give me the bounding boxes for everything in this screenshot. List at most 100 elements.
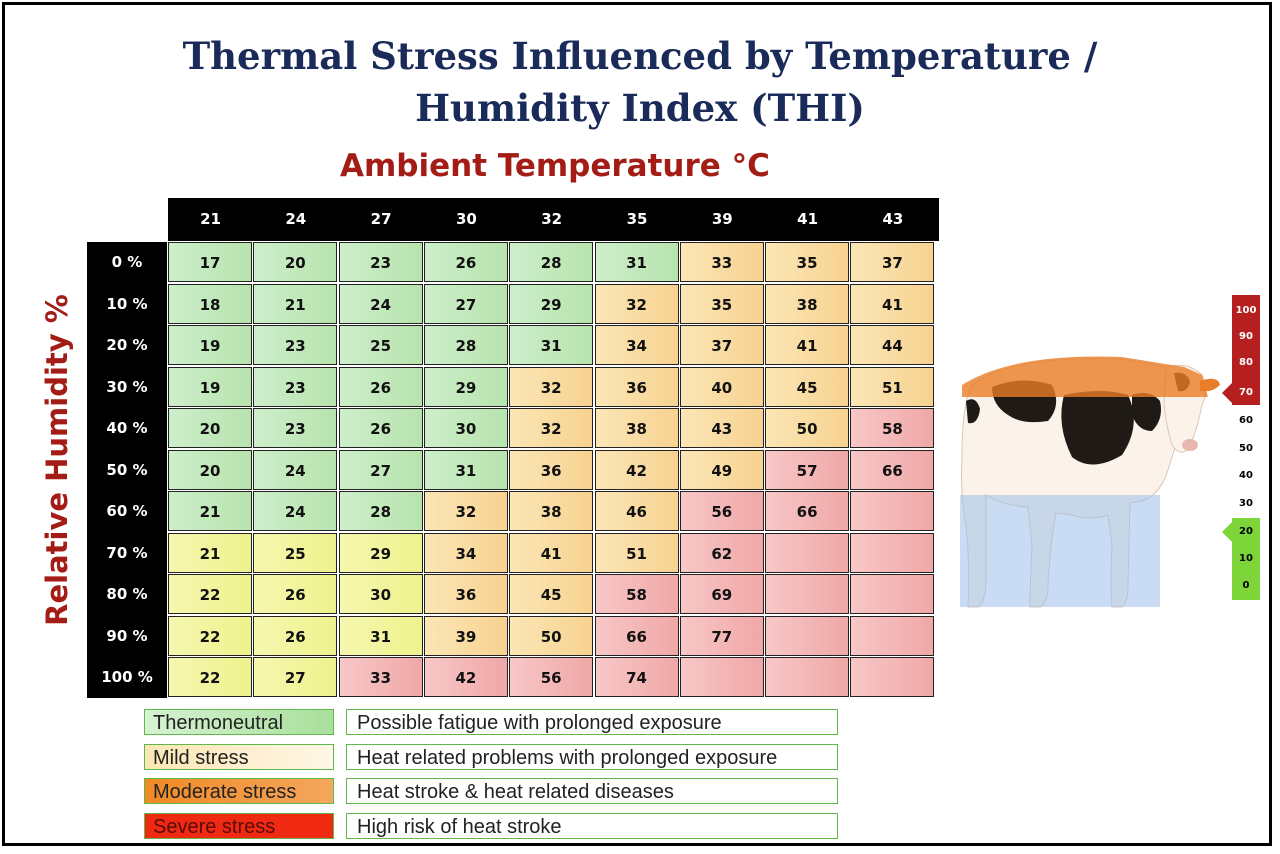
title-line-1: Thermal Stress Influenced by Temperature… bbox=[182, 34, 1098, 78]
table-cell: 43 bbox=[679, 408, 764, 448]
table-cell: 17 bbox=[168, 242, 252, 282]
row-header: 30 % bbox=[106, 377, 148, 396]
table-cell: 56 bbox=[679, 491, 764, 531]
table-cell: 36 bbox=[594, 366, 679, 407]
table-cell: 27 bbox=[253, 657, 338, 697]
table-cell: 32 bbox=[594, 283, 679, 324]
table-cell: 50 bbox=[509, 615, 594, 656]
row-header: 0 % bbox=[111, 253, 143, 271]
table-cell: 34 bbox=[594, 325, 679, 365]
table-cell: 42 bbox=[594, 449, 679, 490]
table-cell: 24 bbox=[253, 449, 338, 490]
scale-tick-label: 90 bbox=[1239, 331, 1253, 342]
table-cell bbox=[850, 491, 935, 531]
table-cell: 51 bbox=[594, 532, 679, 573]
row-header-bar bbox=[87, 242, 167, 698]
cow-illustration bbox=[960, 356, 1220, 608]
table-cell: 33 bbox=[338, 657, 423, 697]
scale-tick-label: 10 bbox=[1239, 553, 1253, 564]
x-axis-label: Ambient Temperature °C bbox=[340, 148, 770, 184]
table-cell: 25 bbox=[338, 325, 423, 365]
table-cell: 41 bbox=[509, 532, 594, 573]
legend-description: Heat stroke & heat related diseases bbox=[346, 778, 838, 804]
table-cell: 21 bbox=[253, 283, 338, 324]
table-cell: 31 bbox=[509, 325, 594, 365]
table-cell: 34 bbox=[423, 532, 508, 573]
table-cell: 26 bbox=[338, 366, 423, 407]
table-cell: 20 bbox=[168, 449, 252, 490]
scale-tick-label: 80 bbox=[1239, 357, 1253, 368]
table-cell bbox=[850, 615, 935, 656]
title-line-2: Humidity Index (THI) bbox=[415, 86, 865, 130]
table-cell: 27 bbox=[423, 283, 508, 324]
table-cell: 66 bbox=[765, 491, 850, 531]
table-cell: 39 bbox=[423, 615, 508, 656]
table-cell: 45 bbox=[509, 574, 594, 614]
table-cell: 32 bbox=[423, 491, 508, 531]
scale-green-pointer bbox=[1222, 522, 1232, 542]
scale-tick-label: 50 bbox=[1239, 443, 1253, 454]
scale-tick-label: 0 bbox=[1242, 580, 1250, 591]
table-cell bbox=[679, 657, 764, 697]
table-cell: 33 bbox=[679, 242, 764, 282]
table-cell: 32 bbox=[509, 408, 594, 448]
column-header: 41 bbox=[797, 210, 819, 228]
row-header: 80 % bbox=[106, 585, 148, 603]
table-cell: 25 bbox=[253, 532, 338, 573]
row-header: 100 % bbox=[101, 668, 153, 686]
table-cell: 19 bbox=[168, 325, 252, 365]
row-header: 10 % bbox=[106, 294, 148, 313]
scale-tick-label: 70 bbox=[1239, 387, 1253, 398]
table-cell: 36 bbox=[509, 449, 594, 490]
table-cell: 77 bbox=[679, 615, 764, 656]
column-header: 39 bbox=[711, 210, 733, 228]
table-cell: 26 bbox=[423, 242, 508, 282]
table-cell: 26 bbox=[253, 615, 338, 656]
table-cell: 19 bbox=[168, 366, 252, 407]
row-header: 70 % bbox=[106, 543, 148, 562]
legend-description: Possible fatigue with prolonged exposure bbox=[346, 709, 838, 735]
row-header: 60 % bbox=[106, 502, 148, 520]
table-cell: 24 bbox=[253, 491, 338, 531]
table-cell: 29 bbox=[423, 366, 508, 407]
y-axis-label: Relative Humidity % bbox=[40, 294, 74, 626]
table-cell: 66 bbox=[850, 449, 935, 490]
table-cell: 29 bbox=[509, 283, 594, 324]
table-cell: 23 bbox=[253, 325, 338, 365]
table-cell: 44 bbox=[850, 325, 935, 365]
scale-tick-label: 20 bbox=[1239, 526, 1253, 537]
table-cell: 31 bbox=[594, 242, 679, 282]
scale-red-band bbox=[1232, 295, 1260, 405]
column-header: 35 bbox=[626, 210, 648, 228]
legend-swatch: Mild stress bbox=[144, 743, 334, 770]
row-header: 90 % bbox=[106, 626, 148, 645]
table-cell: 30 bbox=[338, 574, 423, 614]
table-cell: 23 bbox=[253, 366, 338, 407]
column-header: 27 bbox=[370, 210, 392, 228]
table-cell: 38 bbox=[765, 283, 850, 324]
table-cell: 29 bbox=[338, 532, 423, 573]
column-header: 32 bbox=[541, 210, 563, 228]
row-header: 50 % bbox=[106, 460, 148, 479]
table-cell: 58 bbox=[850, 408, 935, 448]
table-cell: 74 bbox=[594, 657, 679, 697]
table-cell: 23 bbox=[253, 408, 338, 448]
scale-tick-label: 100 bbox=[1235, 305, 1257, 316]
scale-tick-label: 30 bbox=[1239, 498, 1253, 509]
table-cell: 22 bbox=[168, 615, 252, 656]
table-cell: 57 bbox=[765, 449, 850, 490]
table-cell: 21 bbox=[168, 491, 252, 531]
column-header: 24 bbox=[285, 210, 307, 228]
table-cell: 37 bbox=[679, 325, 764, 365]
table-cell: 20 bbox=[253, 242, 338, 282]
scale-tick-label: 60 bbox=[1239, 415, 1253, 426]
column-header: 30 bbox=[455, 210, 477, 228]
row-header: 40 % bbox=[106, 419, 148, 437]
table-cell: 69 bbox=[679, 574, 764, 614]
table-cell: 27 bbox=[338, 449, 423, 490]
table-cell: 18 bbox=[168, 283, 252, 324]
column-header: 21 bbox=[200, 210, 221, 228]
table-cell: 49 bbox=[679, 449, 764, 490]
table-cell: 41 bbox=[850, 283, 935, 324]
